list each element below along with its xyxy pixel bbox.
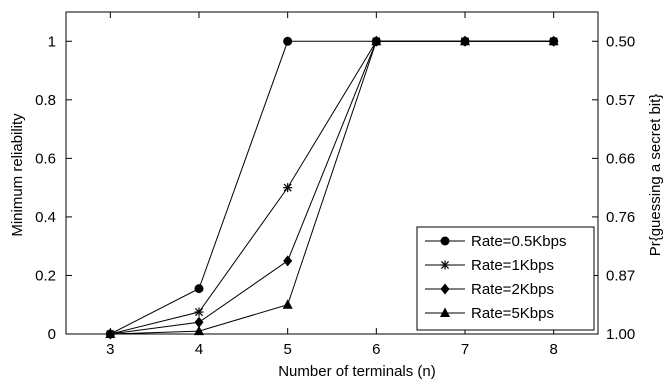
data-point-circle (194, 284, 204, 294)
x-tick-label: 7 (461, 341, 469, 358)
legend-label: Rate=5Kbps (471, 305, 554, 322)
y2-tick-label: 0.57 (606, 92, 635, 109)
data-point-star (283, 183, 293, 193)
data-point-triangle (460, 35, 470, 46)
data-point-circle (440, 236, 450, 246)
series-triangle (105, 35, 559, 338)
data-point-triangle (282, 299, 293, 309)
series-line (110, 40, 554, 335)
x-tick-label: 4 (195, 341, 203, 358)
data-point-circle (283, 36, 293, 46)
data-point-triangle (548, 35, 559, 46)
data-point-triangle (371, 35, 382, 46)
star-stroke (194, 308, 204, 317)
x-tick-label: 8 (549, 341, 557, 358)
series-group (105, 35, 559, 340)
star-stroke (283, 183, 292, 192)
data-point-diamond (440, 283, 450, 295)
data-point-star (194, 307, 204, 317)
data-point-star (440, 260, 450, 270)
legend-label: Rate=1Kbps (471, 257, 554, 274)
legend-item: Rate=0.5Kbps (425, 233, 567, 250)
axes: 3 4 5 6 7 8 0 0.2 0.4 0.6 0.8 1 1.00 0.87 0.76 0.66 0.57… (35, 11, 635, 358)
star-stroke (440, 260, 450, 270)
y2-tick-label: 0.87 (606, 267, 635, 284)
legend-label: Rate=2Kbps (471, 281, 554, 298)
y-tick-label: 1 (48, 33, 56, 50)
y2-tick-label: 0.66 (606, 150, 635, 167)
y-tick-label: 0.2 (35, 267, 56, 284)
data-point-triangle (194, 325, 204, 336)
x-tick-label: 5 (283, 341, 291, 358)
data-point-triangle (440, 307, 450, 317)
legend-item: Rate=2Kbps (425, 281, 554, 298)
data-point-triangle (105, 328, 116, 338)
plot-frame (65, 11, 599, 335)
y-tick-label: 0.8 (35, 92, 56, 109)
x-tick-label: 3 (106, 341, 114, 358)
x-axis-title: Number of terminals (n) (278, 363, 436, 379)
y2-axis-title: Pr{guessing a secret bit} (647, 94, 664, 257)
y2-tick-label: 1.00 (606, 326, 635, 343)
x-tick-label: 6 (372, 341, 380, 358)
y-axis-title: Minimum reliability (9, 113, 26, 237)
y-tick-label: 0 (48, 326, 56, 343)
y2-tick-label: 0.50 (606, 33, 635, 50)
legend-label: Rate=0.5Kbps (471, 233, 567, 250)
data-point-diamond (194, 316, 204, 328)
legend-item: Rate=1Kbps (425, 257, 554, 274)
y-tick-label: 0.6 (35, 150, 56, 167)
legend: Rate=0.5Kbps Rate=1Kbps Rate=2Kbps Rate=5Kb… (416, 226, 595, 331)
legend-item: Rate=5Kbps (425, 305, 554, 322)
data-point-diamond (283, 255, 293, 267)
y-tick-label: 0.4 (35, 209, 56, 226)
y2-tick-label: 0.76 (606, 209, 635, 226)
